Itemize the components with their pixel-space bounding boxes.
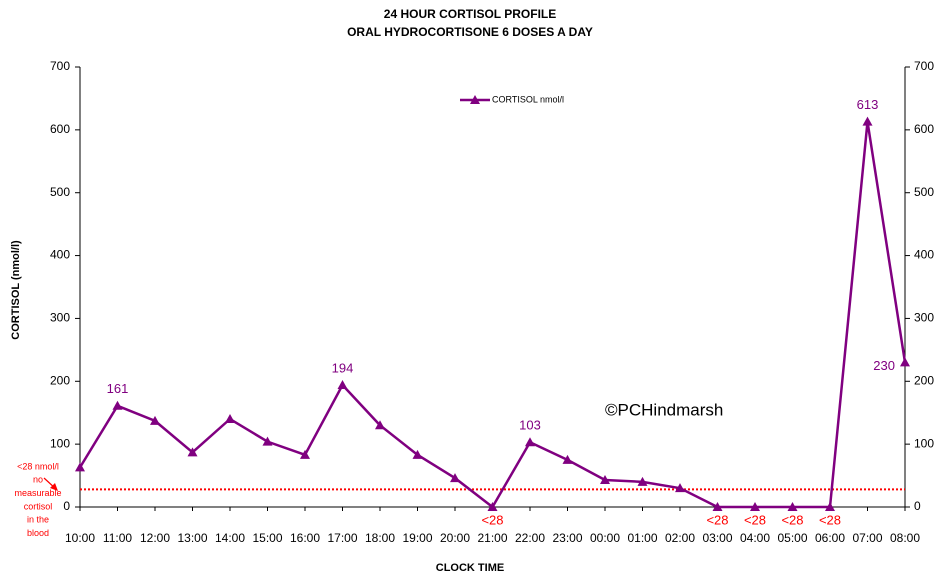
detection-note: blood <box>27 528 49 538</box>
marker <box>412 449 423 459</box>
x-tick-label: 07:00 <box>852 531 882 545</box>
x-tick-label: 23:00 <box>552 531 582 545</box>
y-tick-label: 700 <box>50 59 70 73</box>
x-axis-title: CLOCK TIME <box>436 562 504 574</box>
x-tick-label: 02:00 <box>665 531 695 545</box>
marker <box>862 116 873 126</box>
series-line <box>78 121 907 509</box>
marker <box>675 483 685 493</box>
x-tick-label: 16:00 <box>290 531 320 545</box>
value-label: 230 <box>873 358 895 373</box>
x-tick-label: 15:00 <box>252 531 282 545</box>
x-tick-label: 21:00 <box>477 531 507 545</box>
x-tick-label: 12:00 <box>140 531 170 545</box>
y2-tick-label: 100 <box>914 436 934 450</box>
x-tick-label: 00:00 <box>590 531 620 545</box>
y2-tick-label: 200 <box>914 373 934 387</box>
y-tick-label: 0 <box>63 499 70 513</box>
marker <box>525 437 535 447</box>
marker <box>187 447 198 457</box>
annotation-arrowhead <box>50 483 58 491</box>
y-tick-label: 100 <box>50 436 70 450</box>
marker <box>112 400 123 410</box>
x-tick-label: 03:00 <box>702 531 732 545</box>
marker <box>75 462 85 472</box>
y-tick-label: 300 <box>50 311 70 325</box>
y2-tick-label: 700 <box>914 59 934 73</box>
detection-note: no <box>33 475 43 485</box>
detection-note: <28 nmol/l <box>17 461 59 471</box>
value-label: <28 <box>744 512 766 527</box>
marker <box>562 454 573 464</box>
marker <box>637 476 648 486</box>
detection-note: cortisol <box>24 501 53 511</box>
x-tick-label: 22:00 <box>515 531 545 545</box>
x-tick-label: 05:00 <box>777 531 807 545</box>
marker <box>300 449 310 459</box>
marker <box>787 502 798 511</box>
marker <box>225 414 235 423</box>
x-tick-label: 20:00 <box>440 531 470 545</box>
marker <box>337 380 348 390</box>
value-label: 194 <box>332 360 354 375</box>
value-label: 161 <box>107 381 129 396</box>
marker <box>487 502 498 511</box>
legend-marker <box>470 95 480 104</box>
marker <box>150 415 160 425</box>
y-tick-label: 500 <box>50 185 70 199</box>
chart-title: 24 HOUR CORTISOL PROFILE <box>384 7 556 21</box>
marker <box>825 502 835 511</box>
watermark: ©PCHindmarsh <box>605 400 723 419</box>
value-label: <28 <box>706 512 728 527</box>
x-tick-label: 13:00 <box>177 531 207 545</box>
chart-subtitle: ORAL HYDROCORTISONE 6 DOSES A DAY <box>347 25 593 39</box>
y2-tick-label: 600 <box>914 122 934 136</box>
detection-note: measurable <box>14 488 61 498</box>
x-tick-label: 11:00 <box>103 531 132 545</box>
marker <box>375 420 385 430</box>
marker <box>450 473 460 483</box>
x-tick-label: 17:00 <box>327 531 357 545</box>
x-tick-label: 19:00 <box>402 531 432 545</box>
value-label: 613 <box>857 97 879 112</box>
value-label: <28 <box>781 512 803 527</box>
marker <box>600 474 610 484</box>
x-tick-label: 06:00 <box>815 531 845 545</box>
y2-tick-label: 0 <box>914 499 921 513</box>
y-tick-label: 400 <box>50 248 70 262</box>
marker <box>712 502 723 511</box>
x-tick-label: 14:00 <box>215 531 245 545</box>
value-label: <28 <box>481 512 503 527</box>
value-label: 103 <box>519 418 541 433</box>
y2-tick-label: 400 <box>914 248 934 262</box>
marker <box>900 357 910 367</box>
value-label: <28 <box>819 512 841 527</box>
x-tick-label: 18:00 <box>365 531 395 545</box>
detection-note: in the <box>27 515 49 525</box>
y2-tick-label: 300 <box>914 311 934 325</box>
y2-tick-label: 500 <box>914 185 934 199</box>
x-tick-label: 04:00 <box>740 531 770 545</box>
marker <box>750 502 760 511</box>
y-axis-title: CORTISOL (nmol/l) <box>10 240 22 340</box>
y-tick-label: 200 <box>50 373 70 387</box>
x-tick-label: 08:00 <box>890 531 920 545</box>
marker <box>262 436 273 446</box>
y-tick-label: 600 <box>50 122 70 136</box>
x-tick-label: 01:00 <box>627 531 657 545</box>
legend-label: CORTISOL nmol/l <box>492 94 564 104</box>
x-tick-label: 10:00 <box>65 531 95 545</box>
